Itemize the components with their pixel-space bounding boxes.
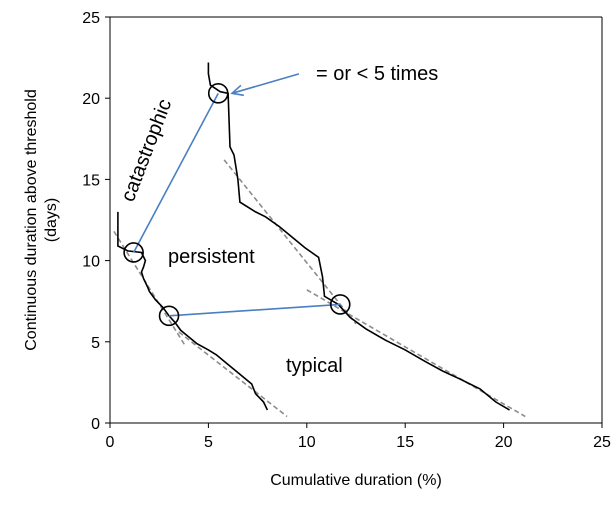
y-tick-label: 0 (91, 416, 100, 433)
arrow-shaft (231, 73, 300, 95)
connector-lines (132, 92, 341, 317)
y-tick-label: 15 (82, 172, 100, 189)
y-tick-label: 20 (82, 91, 100, 108)
threshold-circles (123, 83, 351, 327)
fit-line (178, 331, 288, 418)
connector-line (132, 92, 219, 253)
fit-lines (113, 159, 526, 418)
x-tick-label: 15 (396, 434, 414, 451)
series-curves (117, 62, 510, 411)
threshold-circle (329, 294, 351, 315)
y-tick-label: 10 (82, 254, 100, 271)
annotation-persistent: persistent (168, 246, 255, 268)
x-tick-label: 25 (593, 434, 611, 451)
threshold-circle (123, 242, 144, 263)
duration-curve (207, 62, 510, 411)
annotation-times: = or < 5 times (316, 63, 438, 85)
connector-line (168, 303, 341, 317)
x-axis-title: Cumulative duration (%) (270, 472, 442, 489)
threshold-circle (158, 305, 180, 327)
annotation-arrow (230, 73, 300, 97)
x-tick-label: 10 (298, 434, 316, 451)
x-tick-label: 0 (106, 434, 115, 451)
arrow-head (230, 84, 244, 97)
y-tick-label: 5 (91, 335, 100, 352)
annotation-typical: typical (286, 355, 343, 377)
x-tick-label: 5 (204, 434, 213, 451)
y-axis-title-line2: (days) (43, 198, 60, 242)
x-tick-label: 20 (495, 434, 513, 451)
fit-line (306, 289, 526, 418)
fit-line (223, 159, 357, 325)
fit-line (113, 230, 186, 346)
axis-ticks: 0 5 10 15 20 25 0 5 10 15 20 25 (82, 10, 611, 451)
y-axis-title-line1: Continuous duration above threshold (23, 89, 40, 351)
threshold-circle (207, 83, 229, 104)
duration-curve (117, 211, 269, 411)
y-tick-label: 25 (82, 10, 100, 27)
